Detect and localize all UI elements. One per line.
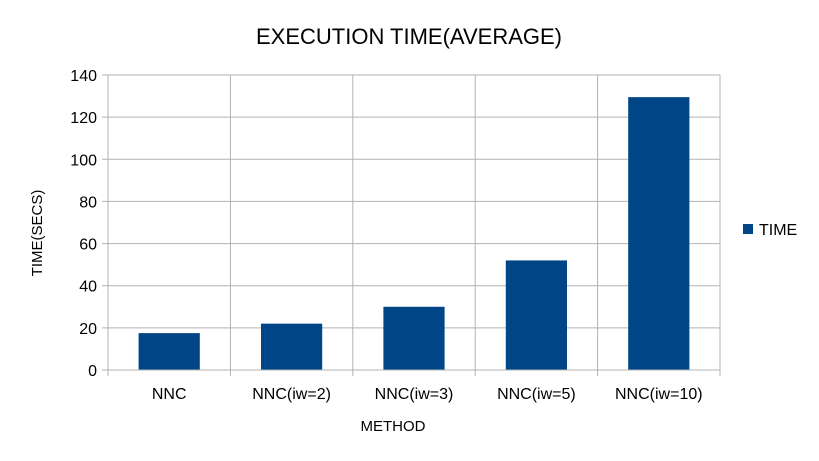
x-tick-label: NNC xyxy=(152,386,187,403)
bar xyxy=(383,306,445,370)
legend-swatch xyxy=(743,224,753,234)
bar xyxy=(505,260,567,370)
x-tick-label: NNC(iw=2) xyxy=(252,386,331,403)
axes xyxy=(107,75,720,371)
chart-title: EXECUTION TIME(AVERAGE) xyxy=(256,24,562,49)
bar xyxy=(628,97,690,370)
y-tick-label: 40 xyxy=(79,279,97,296)
bars xyxy=(138,97,690,370)
x-tick-label: NNC(iw=10) xyxy=(615,386,703,403)
gridlines xyxy=(102,74,721,376)
x-tick-label: NNC(iw=5) xyxy=(497,386,576,403)
y-tick-label: 100 xyxy=(70,152,97,169)
y-tick-label: 20 xyxy=(79,321,97,338)
tick-labels: 0 20 40 60 80 100 120 140 NNC NNC(iw=2) NNC(iw=3) N… xyxy=(70,68,702,403)
y-axis-title: TIME(SECS) xyxy=(29,190,46,277)
bar xyxy=(261,323,323,370)
y-tick-label: 80 xyxy=(79,194,97,211)
y-tick-label: 120 xyxy=(70,110,97,127)
y-tick-label: 60 xyxy=(79,237,97,254)
bar xyxy=(138,333,200,370)
legend-label: TIME xyxy=(759,222,797,239)
legend: TIME xyxy=(743,222,797,239)
y-tick-label: 140 xyxy=(70,68,97,85)
x-tick-label: NNC(iw=3) xyxy=(375,386,454,403)
y-tick-label: 0 xyxy=(88,363,97,380)
x-axis-title: METHOD xyxy=(361,418,426,435)
